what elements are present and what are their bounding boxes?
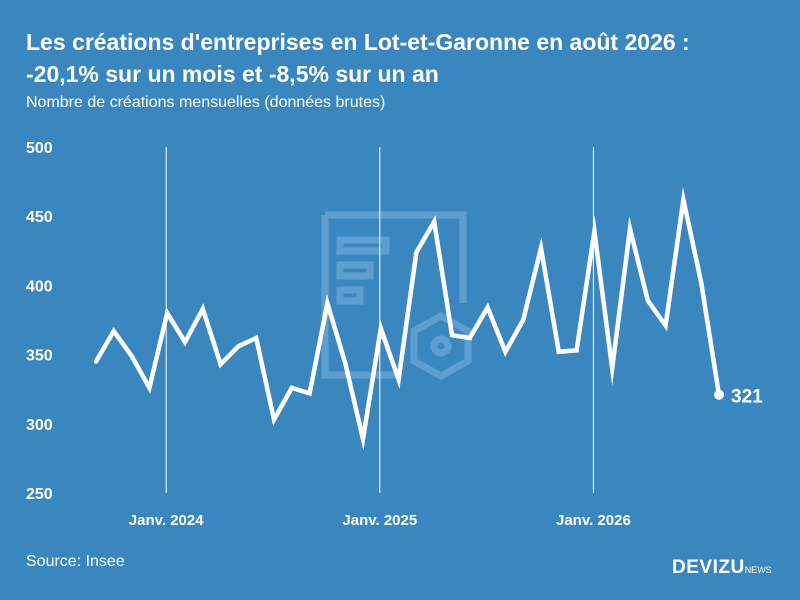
chart-title: Les créations d'entreprises en Lot-et-Ga… <box>26 26 786 90</box>
y-tick-label: 400 <box>26 278 53 295</box>
watermark-bar-3 <box>336 286 364 305</box>
x-tick-label: Janv. 2024 <box>129 512 204 529</box>
chart-subtitle: Nombre de créations mensuelles (données … <box>26 94 386 111</box>
series-line <box>93 186 722 451</box>
title-line-2: -20,1% sur un mois et -8,5% sur un an <box>26 61 439 87</box>
watermark-hex-dot <box>430 335 452 357</box>
y-tick-label: 450 <box>26 209 53 226</box>
source-note: Source: Insee <box>26 553 125 570</box>
brand-logo: DEVIZUNEWS <box>672 557 772 579</box>
y-tick-label: 300 <box>26 417 53 434</box>
y-axis: 500 450 400 350 300 250 <box>26 140 53 503</box>
end-value-label: 321 <box>731 387 763 408</box>
brand-suffix: NEWS <box>744 565 772 575</box>
title-line-1: Les créations d'entreprises en Lot-et-Ga… <box>26 29 690 55</box>
end-point-marker <box>714 389 724 400</box>
y-tick-label: 350 <box>26 348 53 365</box>
watermark-logo <box>321 211 472 381</box>
watermark-hexagon <box>410 311 472 381</box>
vertical-gridlines <box>165 147 594 493</box>
y-tick-label: 500 <box>26 140 53 157</box>
x-tick-label: Janv. 2026 <box>556 512 631 529</box>
brand-name: DEVIZU <box>672 557 745 578</box>
x-tick-label: Janv. 2025 <box>342 512 417 529</box>
watermark-bar-2 <box>336 261 374 280</box>
y-tick-label: 250 <box>26 486 53 503</box>
x-axis: Janv. 2024 Janv. 2025 Janv. 2026 <box>129 512 631 529</box>
watermark-bar-1 <box>336 236 390 255</box>
